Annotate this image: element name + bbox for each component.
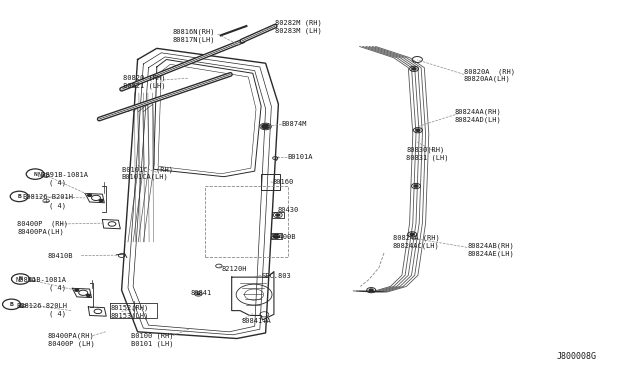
Text: 80824AB(RH): 80824AB(RH) <box>467 242 514 249</box>
Circle shape <box>276 214 280 216</box>
Text: 80824AD(LH): 80824AD(LH) <box>454 116 501 123</box>
Text: B0101C  (RH): B0101C (RH) <box>122 166 173 173</box>
Text: 80400PA(LH): 80400PA(LH) <box>17 228 64 235</box>
Text: ( 4): ( 4) <box>49 285 67 291</box>
Text: B08126-820LH: B08126-820LH <box>16 303 67 309</box>
Text: 80817N(LH): 80817N(LH) <box>173 36 215 43</box>
Text: 80400B: 80400B <box>270 234 296 240</box>
Text: N: N <box>19 276 22 282</box>
Text: 80820AA(LH): 80820AA(LH) <box>464 76 511 83</box>
Text: ( 4): ( 4) <box>49 180 67 186</box>
Text: N: N <box>33 171 37 177</box>
Text: B0101A: B0101A <box>287 154 313 160</box>
Text: B08126-B201H: B08126-B201H <box>22 194 74 200</box>
Text: 80410B: 80410B <box>48 253 74 259</box>
Circle shape <box>412 68 416 70</box>
Text: 80821 (LH): 80821 (LH) <box>123 82 165 89</box>
Circle shape <box>86 294 90 296</box>
Circle shape <box>414 185 418 187</box>
Circle shape <box>197 293 200 295</box>
Text: 80400P  (RH): 80400P (RH) <box>17 221 68 227</box>
Text: ( 4): ( 4) <box>49 202 67 209</box>
Text: SEC.803: SEC.803 <box>261 273 291 279</box>
Text: 80430: 80430 <box>278 207 299 213</box>
Text: B: B <box>10 302 13 307</box>
Circle shape <box>99 199 103 202</box>
Text: 80824A (RH): 80824A (RH) <box>393 235 440 241</box>
Text: 80282M (RH): 80282M (RH) <box>275 19 322 26</box>
Text: 80283M (LH): 80283M (LH) <box>275 27 322 34</box>
Text: 80824AC(LH): 80824AC(LH) <box>393 243 440 249</box>
Text: ( 4): ( 4) <box>49 310 67 317</box>
Text: 80841: 80841 <box>191 290 212 296</box>
Circle shape <box>410 233 414 235</box>
Bar <box>261 174 280 190</box>
Text: 80816N(RH): 80816N(RH) <box>173 28 215 35</box>
Text: 80160: 80160 <box>273 179 294 185</box>
Text: J800008G: J800008G <box>557 352 596 361</box>
Text: 80153(LH): 80153(LH) <box>110 312 148 319</box>
Text: N0891B-1081A: N0891B-1081A <box>37 172 88 178</box>
Text: B0101CA(LH): B0101CA(LH) <box>122 174 168 180</box>
Text: 82120H: 82120H <box>221 266 247 272</box>
Text: B: B <box>17 194 21 199</box>
Text: 80824AE(LH): 80824AE(LH) <box>467 250 514 257</box>
Circle shape <box>369 289 373 291</box>
Text: B0874M: B0874M <box>282 121 307 127</box>
Text: B0101 (LH): B0101 (LH) <box>131 340 173 347</box>
Circle shape <box>88 194 92 196</box>
Text: 80400P (LH): 80400P (LH) <box>48 340 95 347</box>
Text: B0100 (RH): B0100 (RH) <box>131 332 173 339</box>
Text: 80831 (LH): 80831 (LH) <box>406 154 449 161</box>
Text: 80841+A: 80841+A <box>242 318 271 324</box>
Text: 80400PA(RH): 80400PA(RH) <box>48 332 95 339</box>
Text: 80824AA(RH): 80824AA(RH) <box>454 108 501 115</box>
Text: 80820 (RH): 80820 (RH) <box>123 75 165 81</box>
Text: 80152(RH): 80152(RH) <box>110 305 148 311</box>
Text: 80830(RH): 80830(RH) <box>406 146 445 153</box>
Circle shape <box>262 124 269 129</box>
Circle shape <box>273 234 280 238</box>
Circle shape <box>75 289 79 291</box>
Circle shape <box>416 129 420 131</box>
Text: 80820A  (RH): 80820A (RH) <box>464 68 515 75</box>
Text: N0891B-1081A: N0891B-1081A <box>16 277 67 283</box>
